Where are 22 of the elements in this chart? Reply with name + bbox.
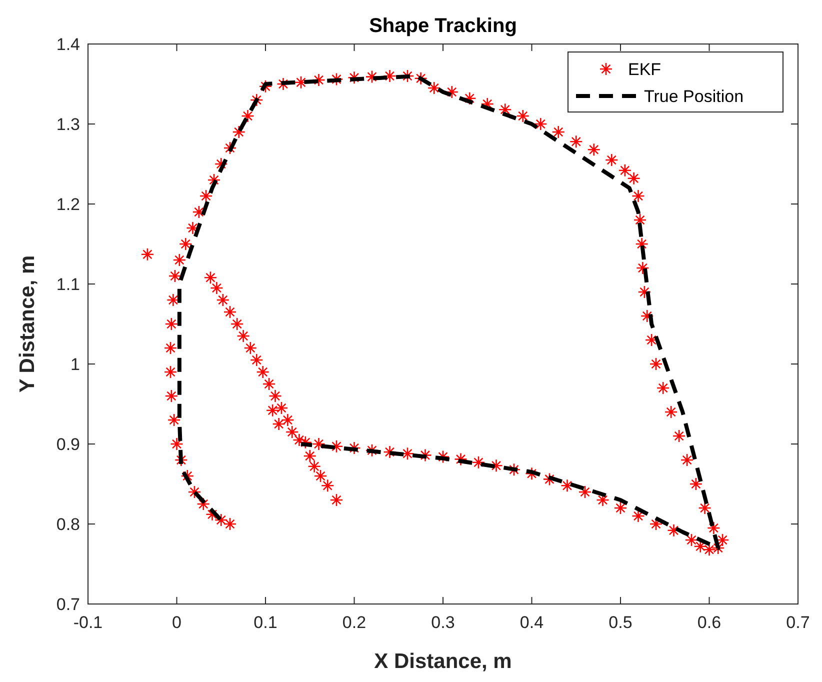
y-tick-label: 1.3 — [56, 115, 80, 134]
y-tick-label: 0.9 — [56, 435, 80, 454]
y-tick-label: 1.2 — [56, 195, 80, 214]
x-tick-label: -0.1 — [73, 613, 103, 632]
x-tick-label: 0.3 — [431, 613, 455, 632]
y-tick-label: 1.1 — [56, 275, 80, 294]
x-tick-label: 0.2 — [342, 613, 366, 632]
x-tick-label: 0.4 — [520, 613, 544, 632]
x-axis-title: X Distance, m — [374, 650, 512, 673]
legend-label: True Position — [644, 87, 744, 106]
y-axis-title: Y Distance, m — [16, 255, 39, 393]
y-tick-label: 0.8 — [56, 515, 80, 534]
x-tick-label: 0.1 — [254, 613, 278, 632]
legend-label: EKF — [628, 60, 662, 79]
y-tick-label: 1 — [70, 355, 80, 374]
x-tick-label: 0.6 — [697, 613, 722, 632]
x-tick-label: 0 — [172, 613, 182, 632]
y-tick-label: 0.7 — [56, 595, 80, 614]
x-tick-label: 0.7 — [786, 613, 810, 632]
x-tick-label: 0.5 — [608, 613, 632, 632]
chart-title: Shape Tracking — [369, 15, 517, 37]
y-tick-label: 1.4 — [56, 35, 80, 54]
